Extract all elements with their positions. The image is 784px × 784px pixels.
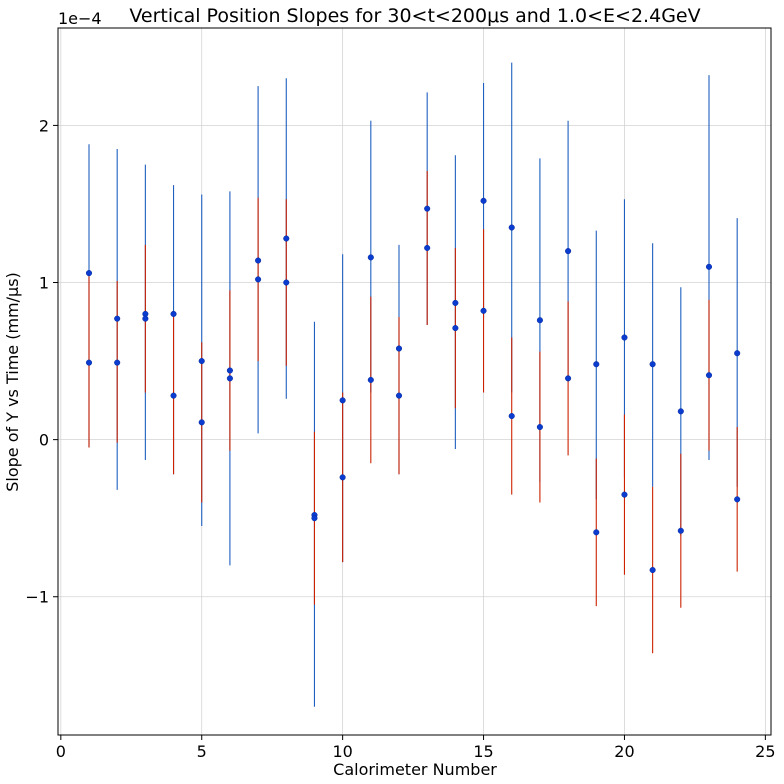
x-tick-label: 10	[332, 742, 352, 761]
grid	[58, 28, 771, 735]
data-point-series-2	[649, 566, 656, 574]
chart-title: Vertical Position Slopes for 30<t<200μs …	[129, 5, 700, 27]
data-point-series-2	[114, 359, 121, 366]
data-point-series-1	[283, 235, 290, 242]
data-point-series-1	[649, 361, 656, 368]
data-point-series-1	[367, 254, 374, 261]
data-point-series-1	[424, 205, 431, 212]
y-tick-label: −1	[25, 588, 49, 607]
data-point-series-2	[593, 529, 600, 536]
data-point-series-1	[198, 358, 205, 365]
x-tick-label: 15	[473, 742, 493, 761]
data-point-series-2	[424, 244, 431, 252]
plot-frame	[57, 27, 772, 736]
data-point-series-1	[170, 310, 177, 317]
data-point-series-2	[226, 367, 233, 374]
x-tick-label: 25	[755, 742, 775, 761]
data-point-series-2	[677, 527, 684, 534]
data-point-series-2	[142, 315, 149, 322]
data-point-series-1	[339, 397, 346, 404]
data-point-series-1	[85, 270, 93, 277]
data-point-series-2	[734, 496, 741, 503]
data-point-series-1	[255, 257, 262, 264]
y-tick-label: 0	[39, 431, 49, 450]
data-point-series-2	[705, 372, 713, 379]
data-point-series-2	[255, 276, 262, 283]
data-point-series-2	[508, 413, 515, 420]
y-exponent-label: 1e−4	[58, 9, 102, 28]
y-tick-label: 1	[39, 274, 49, 293]
data-point-series-2	[621, 491, 628, 498]
x-axis-label: Calorimeter Number	[333, 760, 497, 779]
data-point-series-1	[565, 248, 572, 255]
data-marks	[85, 62, 741, 707]
x-tick-label: 0	[56, 742, 66, 761]
data-point-series-1	[452, 299, 459, 306]
data-point-series-2	[339, 474, 346, 481]
data-point-series-2	[85, 359, 93, 366]
data-point-series-1	[705, 263, 713, 270]
data-point-series-1	[395, 345, 403, 352]
data-point-series-1	[621, 334, 628, 341]
data-point-series-2	[198, 419, 205, 426]
data-point-series-2	[283, 279, 290, 286]
data-point-series-2	[480, 307, 487, 314]
data-point-series-1	[677, 408, 684, 415]
data-point-series-1	[536, 317, 543, 324]
data-point-series-2	[452, 325, 459, 332]
x-tick-label: 20	[614, 742, 634, 761]
data-point-series-1	[226, 375, 233, 382]
data-point-series-2	[395, 392, 403, 399]
data-point-series-1	[593, 361, 600, 368]
axes: 0 5 10 15 20 25 −1 0 1 2	[25, 27, 776, 761]
data-point-series-1	[480, 197, 487, 204]
data-point-series-1	[114, 315, 121, 322]
data-point-series-2	[170, 392, 177, 399]
data-point-series-2	[565, 375, 572, 382]
data-point-series-2	[367, 376, 374, 383]
y-axis-label: Slope of Y vs Time (mm/μs)	[3, 272, 22, 492]
y-tick-label: 2	[39, 116, 49, 135]
data-point-series-2	[311, 515, 318, 522]
data-point-series-1	[508, 224, 515, 231]
data-point-series-2	[536, 424, 543, 431]
data-point-series-1	[734, 350, 741, 357]
x-tick-label: 5	[197, 742, 207, 761]
